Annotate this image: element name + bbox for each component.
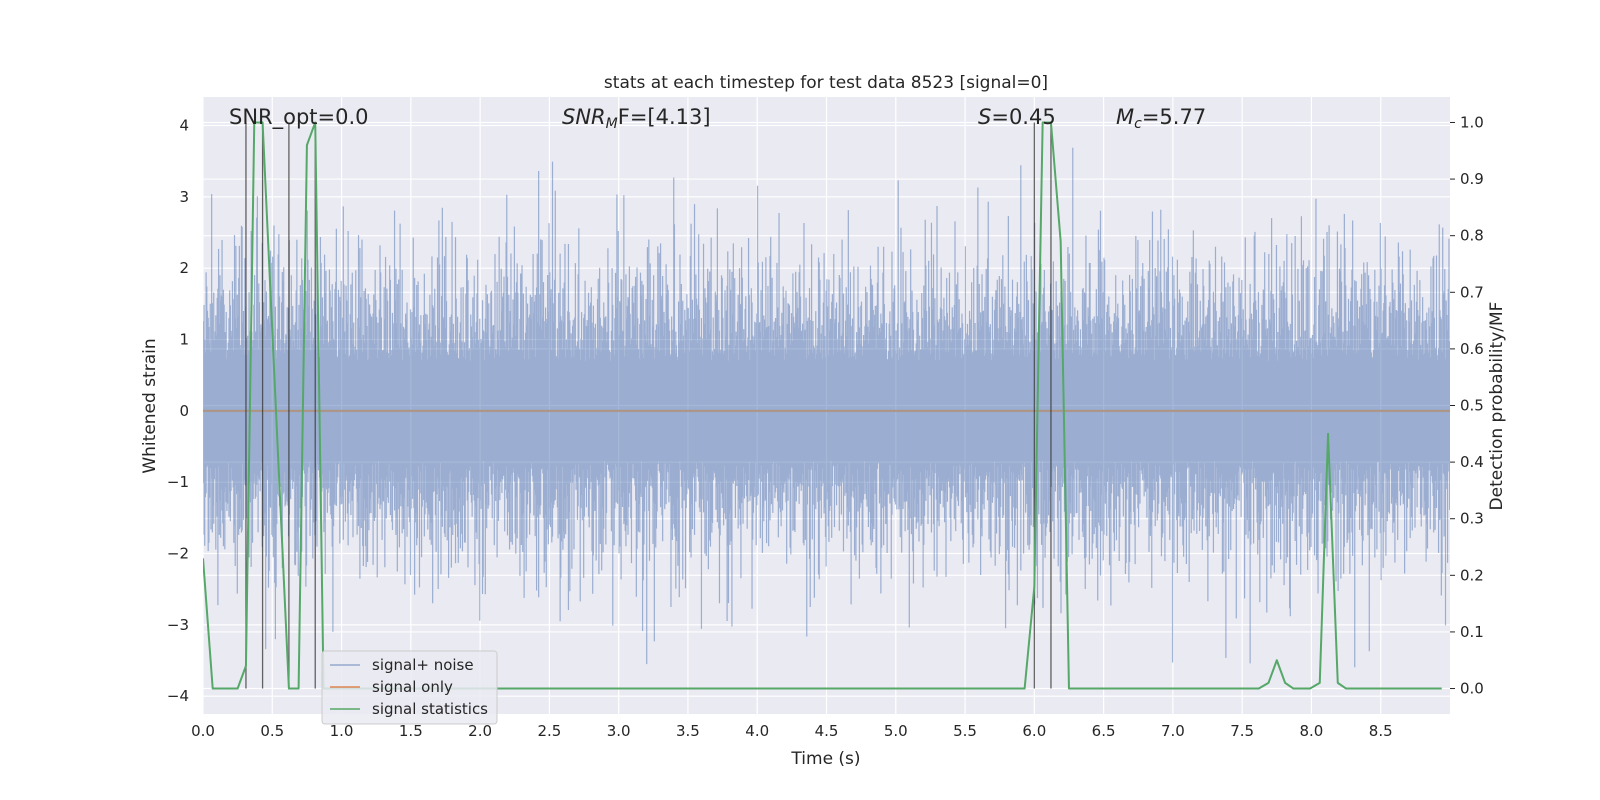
y2-axis-label: Detection probability/MF	[1487, 302, 1507, 511]
y2-tick-label: 0.5	[1460, 397, 1484, 415]
x-tick-label: 8.0	[1300, 722, 1324, 740]
annotation-mc: Mc=5.77	[1116, 105, 1206, 132]
x-tick-label: 4.0	[745, 722, 769, 740]
x-tick-label: 3.0	[607, 722, 631, 740]
y-tick-label: 1	[179, 331, 189, 349]
y-axis-label: Whitened strain	[140, 338, 160, 473]
x-tick-label: 2.0	[468, 722, 492, 740]
x-tick-label: 3.5	[676, 722, 700, 740]
y-tick-label: 4	[179, 117, 189, 135]
x-tick-label: 8.5	[1369, 722, 1393, 740]
x-tick-label: 6.0	[1022, 722, 1046, 740]
y2-tick-label: 0.0	[1460, 680, 1484, 698]
y-tick-label: −3	[167, 616, 189, 634]
x-tick-label: 5.0	[884, 722, 908, 740]
x-tick-label: 4.5	[815, 722, 839, 740]
y-tick-label: −2	[167, 545, 189, 563]
legend: signal+ noise signal only signal statist…	[321, 650, 498, 725]
x-tick-label: 0.5	[260, 722, 284, 740]
y2-tick-label: 0.9	[1460, 170, 1484, 188]
y-tick-label: 0	[179, 402, 189, 420]
y-tick-label: −4	[167, 687, 189, 705]
x-tick-label: 7.0	[1161, 722, 1185, 740]
y2-tick-label: 0.7	[1460, 283, 1484, 301]
y-tick-label: 2	[179, 259, 189, 277]
x-tick-label: 0.0	[191, 722, 215, 740]
legend-label-signal-noise: signal+ noise	[372, 656, 474, 674]
chart-title: stats at each timestep for test data 852…	[604, 73, 1048, 93]
y2-ticks: 1.0 0.9 0.8 0.7 0.6 0.5 0.4 0.3 0.2 0.1 0.0	[1450, 113, 1484, 698]
x-tick-label: 1.0	[330, 722, 354, 740]
y-tick-label: 3	[179, 188, 189, 206]
legend-label-signal-statistics: signal statistics	[372, 700, 488, 718]
x-axis-label: Time (s)	[790, 749, 860, 769]
y-tick-label: −1	[167, 473, 189, 491]
y2-tick-label: 1.0	[1460, 113, 1484, 131]
y2-tick-label: 0.2	[1460, 566, 1484, 584]
y2-tick-label: 0.6	[1460, 340, 1484, 358]
legend-label-signal-only: signal only	[372, 678, 453, 696]
annotation-s: S=0.45	[978, 105, 1056, 129]
y2-tick-label: 0.4	[1460, 453, 1484, 471]
y-ticks: 4 3 2 1 0 −1 −2 −3 −4	[167, 117, 189, 706]
x-tick-label: 2.5	[537, 722, 561, 740]
detection-markers	[245, 122, 1052, 689]
y2-tick-label: 0.8	[1460, 227, 1484, 245]
x-tick-label: 5.5	[953, 722, 977, 740]
x-tick-label: 1.5	[399, 722, 423, 740]
annotation-snr-mf: SNRMF=[4.13]	[562, 105, 711, 132]
legend-box	[321, 650, 498, 725]
signal-statistics-series	[203, 121, 1442, 690]
signal-statistics-line	[203, 121, 1442, 690]
x-tick-label: 6.5	[1092, 722, 1116, 740]
y2-tick-label: 0.3	[1460, 510, 1484, 528]
annotation-snr-opt: SNR_opt=0.0	[229, 105, 369, 130]
x-tick-label: 7.5	[1230, 722, 1254, 740]
x-ticks: 0.0 0.5 1.0 1.5 2.0 2.5 3.0 3.5 4.0 4.5 5.0 5.5 6.0 6…	[191, 722, 1393, 740]
y2-tick-label: 0.1	[1460, 623, 1484, 641]
